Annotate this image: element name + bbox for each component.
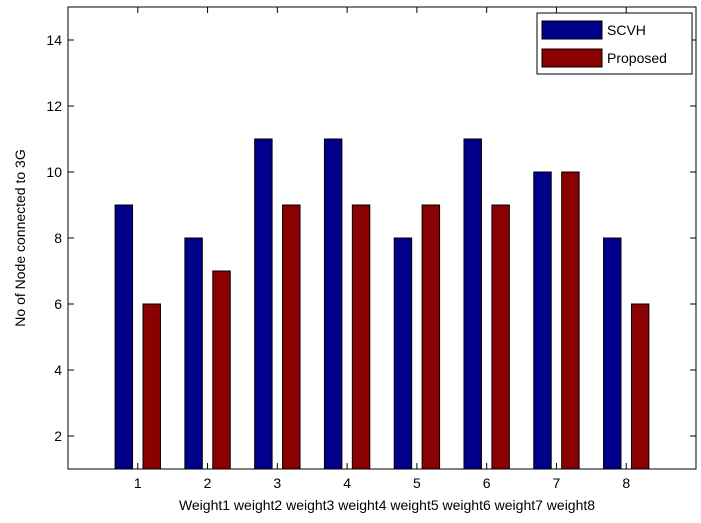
- bar-proposed-6: [491, 204, 510, 470]
- x-tick-label: 6: [483, 475, 491, 491]
- y-tick-label: 12: [46, 98, 62, 114]
- bar-proposed-3: [282, 204, 301, 470]
- legend-swatch-proposed: [541, 48, 603, 68]
- bar-proposed-8: [630, 303, 650, 470]
- legend-label-proposed: Proposed: [607, 50, 667, 66]
- bar-scvh-3: [254, 138, 273, 470]
- x-axis-ticks: 1 2 3 4 5 6 7 8: [134, 7, 630, 491]
- bar-proposed-5: [421, 204, 441, 470]
- x-tick-label: 8: [622, 475, 630, 491]
- bar-scvh-5: [393, 237, 413, 470]
- y-tick-label: 10: [46, 164, 62, 180]
- y-tick-label: 14: [46, 32, 62, 48]
- x-axis-label: Weight1 weight2 weight3 weight4 weight5 …: [179, 497, 595, 513]
- y-tick-label: 8: [54, 230, 62, 246]
- bar-scvh-1: [114, 204, 134, 470]
- legend: SCVH Proposed: [536, 12, 693, 75]
- y-tick-label: 4: [54, 362, 62, 378]
- y-tick-label: 6: [54, 296, 62, 312]
- x-tick-label: 4: [343, 475, 351, 491]
- bar-proposed-7: [561, 171, 580, 470]
- bar-scvh-4: [323, 138, 343, 470]
- y-axis-label: No of Node connected to 3G: [12, 149, 28, 326]
- bar-scvh-2: [184, 237, 203, 470]
- y-tick-label: 2: [54, 428, 62, 444]
- plot-area: [67, 6, 697, 470]
- x-tick-label: 2: [204, 475, 212, 491]
- bar-scvh-6: [463, 138, 482, 470]
- bar-scvh-7: [533, 171, 552, 470]
- bar-proposed-2: [212, 270, 231, 470]
- bar-scvh-8: [603, 237, 622, 470]
- x-tick-label: 7: [553, 475, 561, 491]
- x-tick-label: 1: [134, 475, 142, 491]
- bar-proposed-4: [351, 204, 371, 470]
- x-tick-label: 3: [273, 475, 281, 491]
- bar-proposed-1: [142, 303, 161, 470]
- bars: [114, 138, 650, 470]
- legend-label-scvh: SCVH: [607, 22, 646, 38]
- legend-swatch-scvh: [541, 20, 603, 40]
- y-axis-ticks: 2 4 6 8 10 12 14: [46, 32, 696, 444]
- x-tick-label: 5: [413, 475, 421, 491]
